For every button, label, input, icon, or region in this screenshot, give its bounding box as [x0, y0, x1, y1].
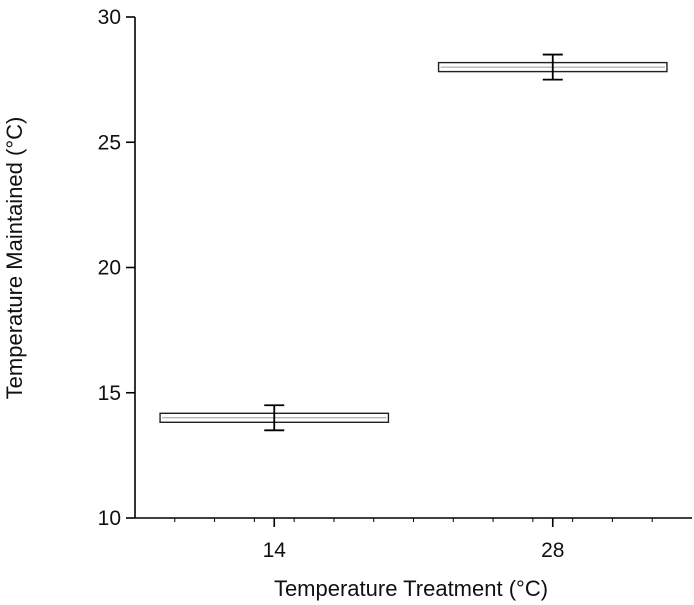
y-tick-label: 15 [98, 382, 121, 405]
y-tick-label: 30 [98, 6, 121, 29]
x-tick-label: 14 [263, 539, 287, 562]
y-tick-label: 10 [98, 507, 121, 530]
plot-area: 10 15 20 25 30 14 28 [98, 6, 692, 562]
y-axis-label: Temperature Maintained (°C) [2, 117, 27, 400]
y-tick-label: 20 [98, 257, 121, 280]
x-tick-label: 28 [541, 539, 564, 562]
y-tick-label: 25 [98, 131, 121, 154]
x-axis-label: Temperature Treatment (°C) [274, 576, 548, 601]
